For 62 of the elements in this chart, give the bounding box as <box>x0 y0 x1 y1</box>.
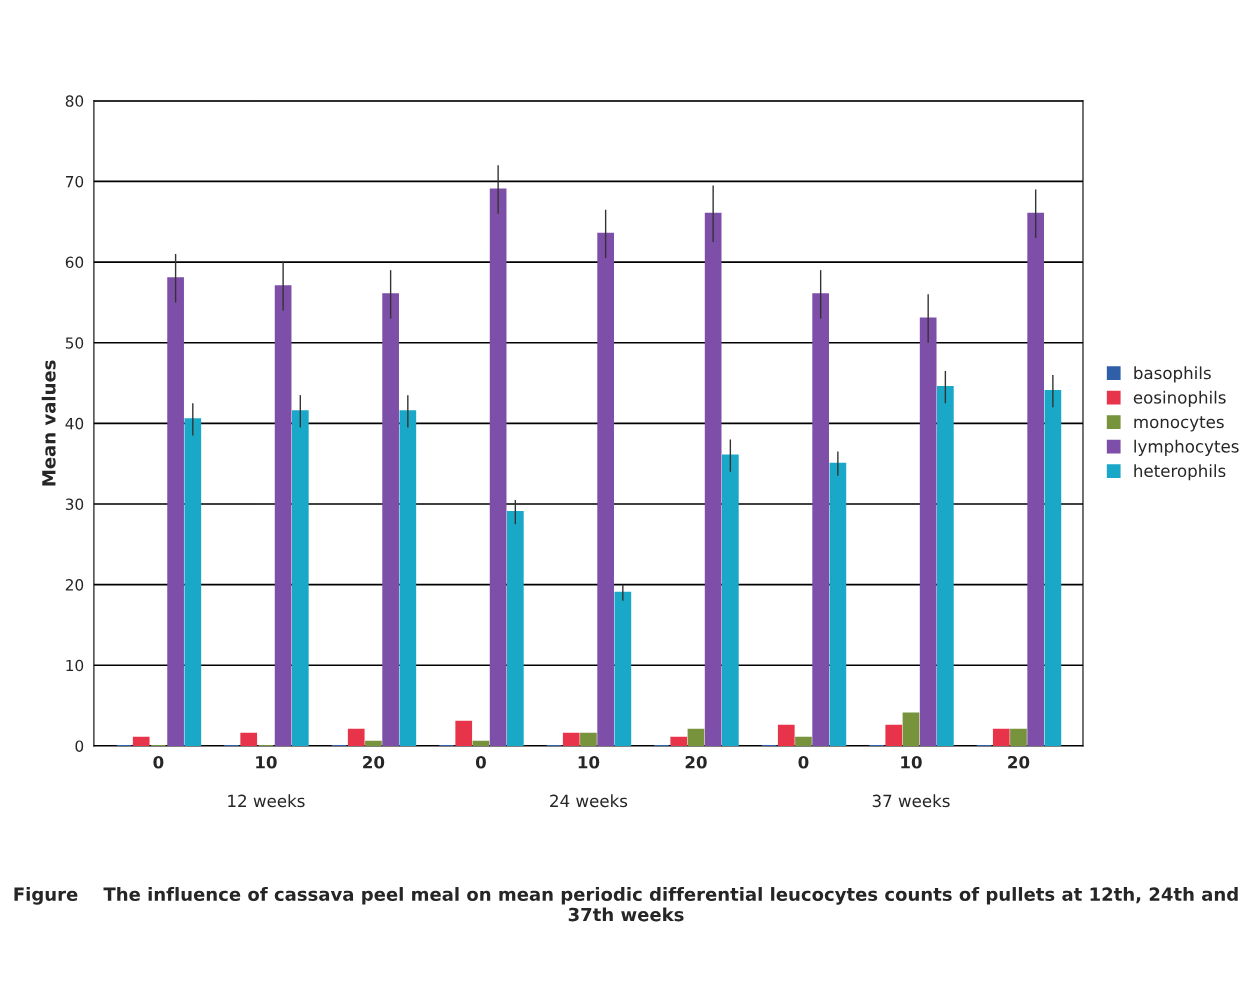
bar <box>777 724 795 746</box>
x-tick-label: 0 <box>153 755 164 769</box>
bar <box>992 728 1010 746</box>
bar <box>347 728 365 746</box>
bar <box>472 740 490 746</box>
bar <box>580 732 597 746</box>
legend-label: basophils <box>1134 366 1211 383</box>
bar <box>795 736 812 746</box>
y-tick-label: 40 <box>65 417 84 430</box>
x-tick-label: 0 <box>798 755 809 769</box>
bar <box>240 732 258 746</box>
y-tick-label: 20 <box>65 579 84 591</box>
y-tick-label: 30 <box>65 498 84 511</box>
text: 37 weeks <box>872 794 950 808</box>
legend-label: monocytes <box>1134 416 1224 432</box>
bar <box>365 740 382 746</box>
bar <box>132 736 150 746</box>
bar <box>919 317 937 746</box>
text: Figure The influence of cassava peel meal on mean periodic differential leucocytes counts of pullets at 12th, 24th and 37th weeks <box>14 887 1238 922</box>
legend-label: heterophils <box>1134 464 1226 481</box>
x-tick-label: 10 <box>578 755 600 769</box>
legend-label: eosinophils <box>1133 390 1226 407</box>
x-tick-label: 20 <box>685 755 707 769</box>
bar <box>937 386 954 746</box>
bar <box>274 285 292 746</box>
y-tick-label: 60 <box>65 256 84 269</box>
bar <box>1027 212 1045 746</box>
bar <box>167 277 184 746</box>
text: 24 weeks <box>550 794 628 808</box>
y-tick-label: 10 <box>66 659 84 672</box>
x-tick-label: 10 <box>901 755 922 769</box>
bar <box>399 410 417 746</box>
bar <box>291 410 309 746</box>
bar <box>506 511 524 746</box>
bar <box>455 720 473 746</box>
y-tick-label: 0 <box>75 740 84 752</box>
bar <box>489 188 507 746</box>
bar <box>902 712 920 746</box>
bar <box>722 454 739 746</box>
y-tick-label: 50 <box>65 337 84 349</box>
bar <box>562 732 580 746</box>
bar <box>812 293 830 746</box>
bar <box>704 212 722 746</box>
y-axis-title: Mean values <box>41 360 56 486</box>
text: 12 weeks <box>228 794 305 808</box>
y-tick-label: 70 <box>65 175 84 188</box>
x-tick-label: 20 <box>363 755 385 769</box>
bar <box>614 591 632 746</box>
bar <box>1010 728 1027 746</box>
bar <box>687 728 705 746</box>
y-tick-label: 80 <box>65 95 84 107</box>
bar <box>670 736 688 746</box>
bar <box>885 724 903 746</box>
bar <box>184 418 202 746</box>
bar <box>382 293 399 746</box>
x-tick-label: 20 <box>1008 755 1030 769</box>
bar <box>597 232 614 746</box>
legend-label: lymphocytes <box>1134 439 1239 456</box>
x-tick-label: 0 <box>475 755 486 769</box>
bar <box>829 462 847 746</box>
bar <box>1044 390 1062 746</box>
x-tick-label: 10 <box>256 755 277 769</box>
